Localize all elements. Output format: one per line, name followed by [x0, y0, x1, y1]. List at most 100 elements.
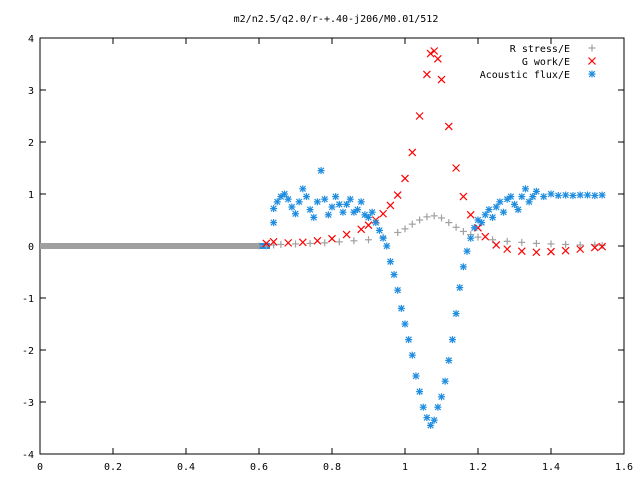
data-point [365, 213, 372, 221]
data-point [507, 193, 515, 201]
data-point [386, 258, 394, 266]
data-point [492, 203, 500, 211]
data-point [466, 210, 475, 219]
data-point [262, 239, 271, 248]
data-point [354, 206, 362, 214]
data-point [437, 75, 446, 84]
flat-segment [40, 243, 259, 249]
data-point [590, 243, 599, 252]
data-point [562, 240, 570, 248]
data-point [478, 219, 486, 227]
data-point [474, 216, 482, 224]
data-point [459, 263, 467, 271]
data-point [277, 240, 285, 248]
data-point [361, 211, 369, 219]
data-point [459, 192, 468, 201]
x-tick-label: 0.8 [323, 462, 341, 473]
data-point [365, 236, 372, 244]
data-point [350, 237, 358, 245]
data-point [288, 203, 296, 211]
y-tick-label: 0 [28, 242, 34, 253]
data-point [547, 247, 555, 256]
x-tick-label: 1 [402, 462, 408, 473]
data-point [306, 239, 314, 247]
data-point [281, 190, 289, 198]
x-tick-label: 1.6 [615, 462, 633, 473]
data-point [438, 393, 445, 401]
chart-title: m2/n2.5/q2.0/r-+.40-j206/M0.01/512 [234, 14, 439, 25]
data-point [379, 209, 388, 218]
data-point [459, 227, 467, 235]
data-point [277, 193, 285, 201]
data-point [430, 416, 438, 424]
legend-label: G work/E [522, 57, 570, 68]
data-point [255, 242, 263, 250]
data-point [401, 225, 409, 233]
data-point [426, 49, 435, 58]
data-point [554, 192, 562, 200]
data-point [452, 310, 460, 318]
data-point [434, 403, 442, 411]
data-point [394, 286, 402, 294]
data-point [438, 214, 445, 222]
data-point [408, 148, 417, 157]
data-point [576, 241, 584, 249]
data-point [292, 210, 299, 218]
data-point [321, 195, 329, 203]
data-point [518, 238, 526, 246]
data-point [284, 238, 293, 247]
data-point [430, 212, 438, 220]
data-point [489, 236, 497, 244]
data-point [328, 234, 336, 243]
data-point [489, 213, 497, 221]
data-point [332, 193, 340, 201]
data-point [419, 403, 427, 411]
data-point [295, 198, 303, 206]
y-tick-label: -4 [22, 450, 34, 461]
legend-label: Acoustic flux/E [480, 70, 570, 81]
data-point [401, 174, 409, 183]
data-point [532, 248, 541, 257]
data-point [393, 191, 402, 199]
data-point [408, 351, 416, 359]
data-point [492, 241, 501, 249]
data-point [532, 239, 540, 247]
series-0 [255, 212, 606, 250]
legend-marker [588, 57, 596, 65]
data-point [405, 336, 413, 344]
data-point [445, 219, 453, 227]
data-point [511, 200, 518, 208]
data-point [481, 211, 489, 219]
legend-label: R stress/E [510, 44, 570, 55]
data-point [324, 211, 332, 219]
data-point [412, 372, 420, 380]
x-tick-label: 0 [37, 462, 43, 473]
legend: R stress/E G work/E Acoustic flux/E [480, 44, 596, 81]
data-point [313, 198, 321, 206]
legend-marker [588, 44, 596, 52]
x-tick-label: 0.6 [250, 462, 268, 473]
data-point [518, 193, 526, 201]
data-point [467, 234, 475, 242]
data-point [394, 228, 402, 236]
data-point [598, 191, 606, 199]
data-point [343, 200, 351, 208]
data-point [441, 377, 449, 385]
data-point [357, 225, 366, 234]
data-point [525, 198, 533, 206]
data-point [496, 198, 504, 206]
x-tick-label: 1.4 [542, 462, 560, 473]
data-point [448, 336, 456, 344]
data-point [383, 242, 391, 250]
data-point [357, 198, 365, 206]
data-point [317, 167, 325, 175]
data-point [569, 192, 577, 200]
data-point [284, 195, 292, 203]
series-2 [270, 167, 606, 429]
data-point [335, 238, 343, 246]
y-tick-label: -2 [22, 346, 34, 357]
y-tick-label: -3 [22, 398, 34, 409]
data-point [427, 421, 435, 429]
data-point [503, 237, 511, 245]
